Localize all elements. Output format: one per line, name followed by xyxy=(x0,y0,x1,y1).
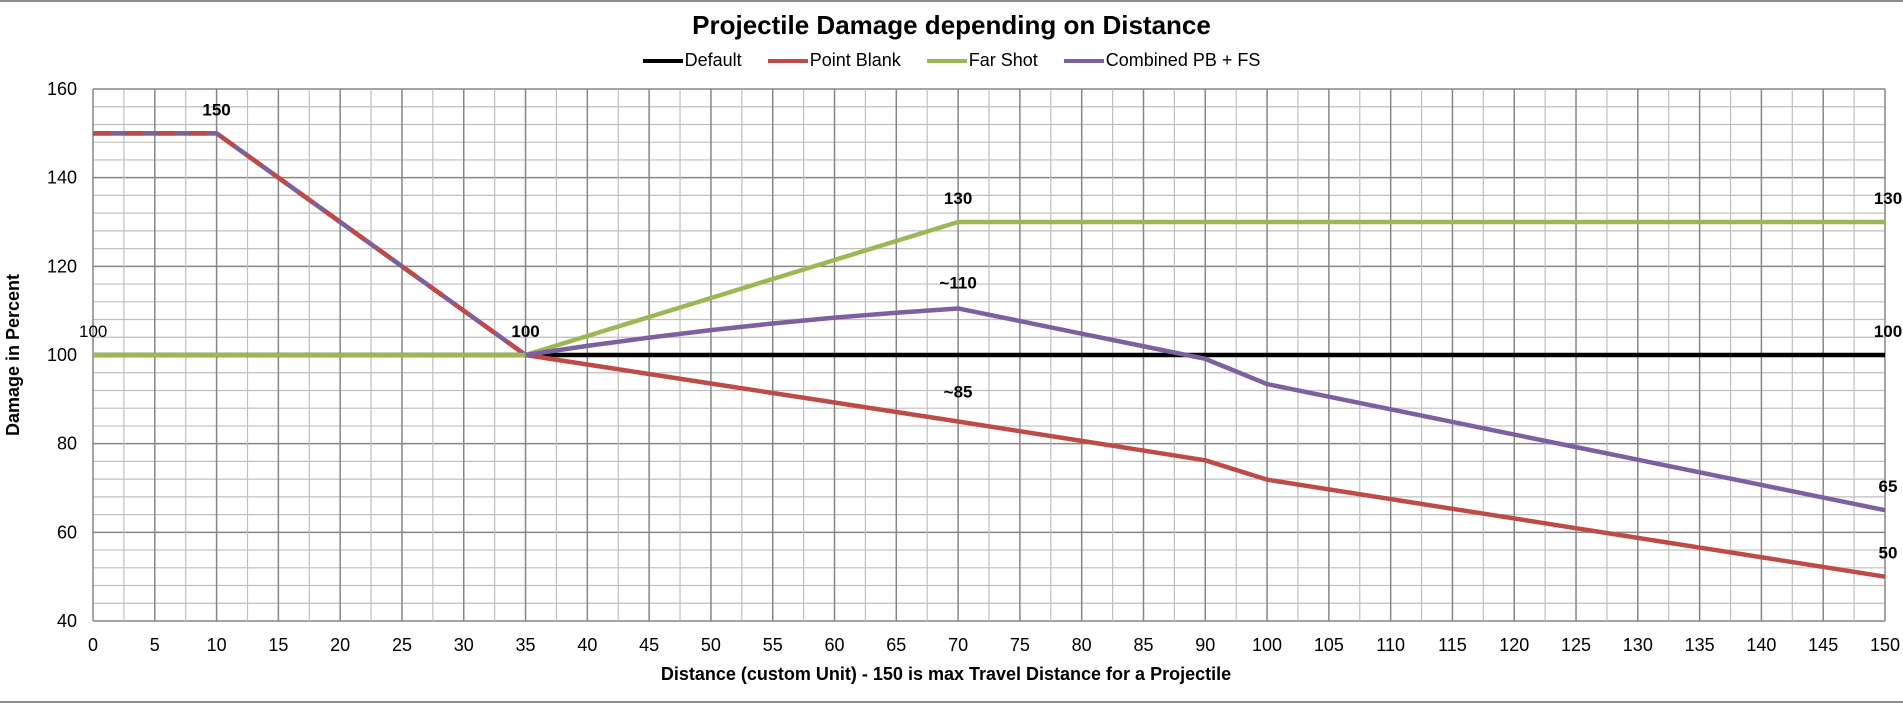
legend-swatch-far-shot xyxy=(926,58,967,63)
x-tick-label: 150 xyxy=(1870,635,1900,655)
legend-item-far-shot[interactable]: Far Shot xyxy=(926,50,1038,71)
y-tick-label: 100 xyxy=(47,345,77,365)
x-tick-label: 120 xyxy=(1499,635,1529,655)
legend: Default Point Blank Far Shot Combined PB… xyxy=(0,50,1903,71)
y-tick-label: 160 xyxy=(47,79,77,99)
data-label: 50 xyxy=(1879,544,1898,563)
x-tick-labels: 0 5 10 15 20 25 30 35 40 45 50 55 60 65 70 75 80 85 90 100 1… xyxy=(88,635,1900,655)
series-line-far-shot xyxy=(93,219,1885,358)
x-tick-label: 100 xyxy=(1252,635,1282,655)
y-axis-title: Damage in Percent xyxy=(3,274,23,436)
gridlines xyxy=(92,88,1886,622)
data-label: 100 xyxy=(79,322,107,341)
x-tick-label: 75 xyxy=(1010,635,1030,655)
data-label: 130 xyxy=(944,189,972,208)
x-tick-label: 140 xyxy=(1746,635,1776,655)
x-tick-label: 50 xyxy=(701,635,721,655)
data-label: 100 xyxy=(511,322,539,341)
legend-swatch-default xyxy=(642,58,683,63)
x-tick-label: 40 xyxy=(577,635,597,655)
x-tick-label: 70 xyxy=(948,635,968,655)
x-tick-label: 55 xyxy=(763,635,783,655)
data-label: 130 xyxy=(1874,189,1902,208)
data-label: ~110 xyxy=(939,273,976,292)
x-tick-label: 90 xyxy=(1195,635,1215,655)
series-line-combined xyxy=(93,131,1886,513)
x-tick-label: 110 xyxy=(1376,635,1405,655)
x-tick-label: 15 xyxy=(268,635,288,655)
data-label: 150 xyxy=(202,100,230,119)
data-label: ~85 xyxy=(944,383,973,402)
y-tick-label: 60 xyxy=(57,522,77,542)
x-tick-label: 45 xyxy=(639,635,659,655)
data-label: 100 xyxy=(1874,322,1902,341)
chart-title: Projectile Damage depending on Distance xyxy=(692,10,1211,40)
legend-label-combined: Combined PB + FS xyxy=(1105,50,1261,70)
x-tick-label: 80 xyxy=(1072,635,1092,655)
legend-item-point-blank[interactable]: Point Blank xyxy=(767,50,901,71)
series-lines xyxy=(93,131,1886,579)
x-tick-label: 145 xyxy=(1808,635,1838,655)
data-labels: 100 150 100 130 ~110 ~85 130 100 65 50 xyxy=(79,100,1902,562)
series-line-point-blank-overlap xyxy=(93,131,527,357)
x-tick-label: 25 xyxy=(392,635,412,655)
legend-label-far-shot: Far Shot xyxy=(968,50,1038,70)
x-tick-label: 85 xyxy=(1133,635,1153,655)
legend-swatch-point-blank xyxy=(767,58,808,63)
x-tick-label: 10 xyxy=(207,635,227,655)
y-tick-label: 80 xyxy=(57,434,77,454)
x-tick-label: 5 xyxy=(150,635,160,655)
x-tick-label: 130 xyxy=(1623,635,1653,655)
x-tick-label: 35 xyxy=(516,635,536,655)
y-tick-labels: 40 60 80 100 120 140 160 xyxy=(47,79,77,631)
x-tick-label: 125 xyxy=(1561,635,1591,655)
legend-item-combined[interactable]: Combined PB + FS xyxy=(1063,50,1261,71)
x-tick-label: 60 xyxy=(825,635,845,655)
x-tick-label: 105 xyxy=(1314,635,1344,655)
legend-label-point-blank: Point Blank xyxy=(809,50,901,70)
x-tick-label: 65 xyxy=(886,635,906,655)
x-tick-label: 20 xyxy=(330,635,350,655)
legend-item-default[interactable]: Default xyxy=(642,50,742,71)
y-tick-label: 40 xyxy=(57,611,77,631)
y-tick-label: 120 xyxy=(47,256,77,276)
x-tick-label: 135 xyxy=(1685,635,1715,655)
legend-label-default: Default xyxy=(684,50,742,70)
x-tick-label: 115 xyxy=(1438,635,1467,655)
y-tick-label: 140 xyxy=(47,168,77,188)
x-tick-label: 0 xyxy=(88,635,98,655)
legend-swatch-combined xyxy=(1063,58,1104,63)
data-label: 65 xyxy=(1879,477,1898,496)
x-tick-label: 30 xyxy=(454,635,474,655)
x-axis-title: Distance (custom Unit) - 150 is max Trav… xyxy=(661,664,1231,684)
